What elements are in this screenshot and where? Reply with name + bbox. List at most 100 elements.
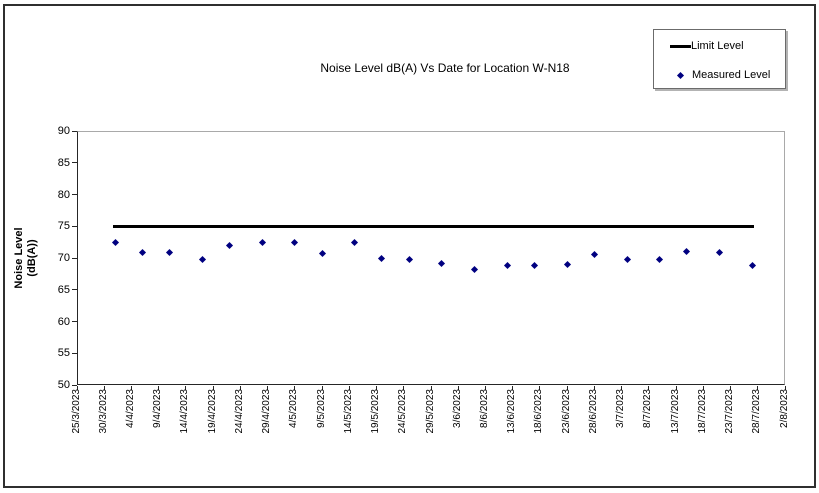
y-axis-tick <box>72 289 77 291</box>
x-axis-tick-label: 9/4/2023 <box>152 389 164 428</box>
y-axis-tick <box>72 257 77 259</box>
data-point <box>623 255 631 263</box>
legend: Limit Level Measured Level <box>653 29 786 89</box>
x-axis-tick <box>484 386 486 390</box>
x-axis-tick <box>212 386 214 390</box>
x-axis-tick-label: 24/4/2023 <box>233 389 245 434</box>
x-axis-tick <box>103 386 105 390</box>
legend-item-limit-level: Limit Level <box>654 40 785 52</box>
y-axis-tick-label: 80 <box>57 188 70 201</box>
x-axis-tick <box>648 386 650 390</box>
x-axis-tick <box>730 386 732 390</box>
data-point <box>748 262 756 270</box>
data-point <box>378 255 386 263</box>
data-point <box>351 239 359 247</box>
x-axis-tick-label: 4/4/2023 <box>124 389 136 428</box>
x-axis-tick <box>321 386 323 390</box>
x-axis-tick <box>512 386 514 390</box>
x-axis-tick <box>130 386 132 390</box>
x-axis-tick-label: 19/5/2023 <box>370 389 382 434</box>
x-axis-tick-label: 9/5/2023 <box>315 389 327 428</box>
y-axis-tick-label: 65 <box>57 283 70 296</box>
data-point <box>716 249 724 257</box>
y-axis-tick-label: 90 <box>57 125 70 137</box>
x-axis-tick-label: 24/5/2023 <box>397 389 409 434</box>
x-axis-tick-label: 25/3/2023 <box>70 389 82 434</box>
data-point <box>318 250 326 258</box>
x-axis-tick-label: 3/6/2023 <box>451 389 463 428</box>
x-axis-tick-label: 13/6/2023 <box>506 389 518 434</box>
x-axis-tick <box>76 386 78 390</box>
x-axis-tick-label: 18/6/2023 <box>533 389 545 434</box>
x-axis-tick-label: 8/6/2023 <box>478 389 490 428</box>
data-point <box>503 262 511 270</box>
x-axis-tick <box>593 386 595 390</box>
x-axis-tick-label: 23/6/2023 <box>560 389 572 434</box>
y-axis-tick-label: 70 <box>57 252 70 264</box>
x-axis-tick <box>457 386 459 390</box>
x-axis-tick-label: 28/7/2023 <box>751 389 763 434</box>
x-axis-tick-label: 29/4/2023 <box>261 389 273 434</box>
limit-line <box>113 224 755 228</box>
legend-label-measured-level: Measured Level <box>692 69 771 81</box>
x-axis-tick-label: 29/5/2023 <box>424 389 436 434</box>
x-axis-tick <box>784 386 786 390</box>
data-point <box>656 255 664 263</box>
data-point <box>291 239 299 247</box>
y-axis-tick-label: 55 <box>57 347 70 360</box>
x-axis-tick <box>158 386 160 390</box>
x-axis-tick <box>566 386 568 390</box>
x-axis-tick <box>348 386 350 390</box>
x-axis-tick-label: 30/3/2023 <box>97 389 109 434</box>
legend-item-measured-level: Measured Level <box>654 69 785 81</box>
x-axis-tick-label: 23/7/2023 <box>724 389 736 434</box>
y-axis-tick <box>72 194 77 195</box>
x-axis-tick-label: 14/5/2023 <box>342 389 354 434</box>
x-axis-tick <box>267 386 269 390</box>
data-point <box>225 242 234 250</box>
legend-label-limit-level: Limit Level <box>691 40 744 52</box>
x-axis-tick-label: 2/8/2023 <box>778 389 790 428</box>
chart-title: Noise Level dB(A) Vs Date for Location W… <box>320 61 570 75</box>
x-axis-tick <box>376 386 378 390</box>
x-axis-tick-label: 13/7/2023 <box>669 389 681 434</box>
y-axis-tick-label: 75 <box>57 220 70 233</box>
data-point <box>471 265 479 273</box>
data-point <box>166 248 174 256</box>
data-point <box>111 239 119 247</box>
x-axis-tick <box>294 386 296 390</box>
y-axis-tick-label: 60 <box>57 315 70 328</box>
x-axis-tick-label: 18/7/2023 <box>696 389 708 434</box>
y-axis-tick-label: 50 <box>57 379 70 391</box>
data-point <box>198 256 206 264</box>
y-axis-tick <box>72 225 77 227</box>
x-axis-tick <box>185 386 187 390</box>
x-axis-tick <box>430 386 432 390</box>
y-axis-tick <box>72 352 77 354</box>
y-axis-tick <box>72 384 77 386</box>
data-point <box>683 248 691 256</box>
x-axis-tick-label: 14/4/2023 <box>179 389 191 434</box>
x-axis-tick-label: 8/7/2023 <box>642 389 654 428</box>
x-axis-tick-label: 28/6/2023 <box>587 389 599 434</box>
data-point <box>258 239 266 247</box>
x-axis-tick <box>403 386 405 390</box>
x-axis-tick-label: 3/7/2023 <box>615 389 627 428</box>
x-axis-tick <box>239 386 241 390</box>
x-axis-tick-label: 19/4/2023 <box>206 389 218 434</box>
data-point <box>590 251 598 259</box>
x-axis-tick <box>702 386 704 390</box>
x-axis-tick <box>539 386 541 390</box>
y-axis-tick <box>72 321 77 322</box>
limit-line-swatch-icon <box>670 44 691 48</box>
data-point <box>138 248 146 256</box>
x-axis-tick <box>621 386 623 390</box>
data-point <box>563 260 571 268</box>
data-point <box>438 259 446 267</box>
plot-area <box>77 131 785 385</box>
y-axis-tick-label: 85 <box>57 156 70 169</box>
x-axis-tick <box>757 386 759 390</box>
x-axis-tick <box>675 386 677 390</box>
